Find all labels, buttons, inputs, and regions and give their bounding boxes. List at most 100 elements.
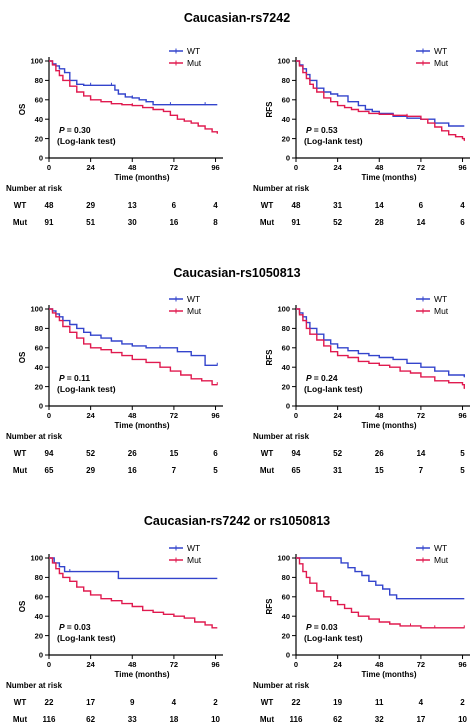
x-tick-label: 96 [211,411,219,420]
wt-survival-curve [49,557,218,580]
risk-value-mut: 31 [333,466,342,475]
y-tick-label: 0 [286,402,290,411]
p-value-label: P = 0.03 [306,622,338,632]
risk-value-mut: 65 [292,466,301,475]
y-tick-label: 20 [282,631,290,640]
number-at-risk-label: Number at risk [253,681,310,690]
y-tick-label: 100 [30,554,43,563]
risk-value-wt: 9 [130,698,135,707]
risk-value-mut: 32 [375,715,384,724]
risk-value-wt: 5 [460,449,465,458]
risk-row-wt-label: WT [261,698,274,707]
km-panel: 0 20 40 60 80 100 0 24 48 72 96 Time (months) RFS WT M… [253,46,470,227]
risk-value-wt: 14 [375,201,384,210]
risk-value-wt: 29 [86,201,95,210]
number-at-risk-label: Number at risk [253,184,310,193]
risk-value-mut: 91 [45,218,54,227]
risk-row-mut-label: Mut [13,218,28,227]
risk-value-mut: 7 [172,466,177,475]
y-tick-label: 100 [277,57,290,66]
wt-survival-curve [49,60,218,106]
y-axis-title: RFS [265,598,274,615]
risk-value-wt: 22 [45,698,54,707]
x-axis-title: Time (months) [362,670,417,679]
y-tick-label: 60 [35,96,43,105]
x-tick-label: 0 [47,411,51,420]
x-tick-label: 96 [458,163,466,172]
y-tick-label: 20 [35,382,43,391]
risk-value-mut: 6 [460,218,465,227]
p-value-label: P = 0.30 [59,125,91,135]
x-tick-label: 72 [170,660,178,669]
risk-value-mut: 14 [416,218,425,227]
x-tick-label: 48 [375,660,383,669]
x-tick-label: 24 [333,163,342,172]
risk-row-wt-label: WT [14,449,27,458]
wt-survival-curve [296,308,465,377]
x-tick-label: 48 [375,163,383,172]
risk-value-wt: 31 [333,201,342,210]
section-title: Caucasian-rs7242 [184,11,290,25]
number-at-risk-label: Number at risk [6,432,63,441]
km-panel: 0 20 40 60 80 100 0 24 48 72 96 Time (months) RFS WT M… [253,294,470,475]
y-tick-label: 100 [277,305,290,314]
y-axis-title: OS [18,600,27,612]
test-name-label: (Log-lank test) [304,384,363,394]
x-axis-title: Time (months) [115,670,170,679]
legend-mut-label: Mut [434,306,449,316]
x-tick-label: 24 [333,660,342,669]
y-tick-label: 40 [35,612,43,621]
y-tick-label: 80 [35,573,43,582]
risk-value-mut: 52 [333,218,342,227]
x-tick-label: 0 [47,660,51,669]
p-value-label: P = 0.24 [306,373,338,383]
number-at-risk-label: Number at risk [6,681,63,690]
y-tick-label: 100 [30,305,43,314]
legend-wt-label: WT [434,46,447,56]
risk-value-wt: 94 [45,449,54,458]
x-tick-label: 96 [458,411,466,420]
x-tick-label: 72 [417,411,425,420]
y-tick-label: 20 [282,382,290,391]
risk-value-mut: 8 [213,218,218,227]
y-tick-label: 80 [35,324,43,333]
p-value-label: P = 0.53 [306,125,338,135]
risk-value-mut: 116 [43,715,56,724]
x-tick-label: 48 [128,660,136,669]
risk-row-mut-label: Mut [260,466,275,475]
x-tick-label: 48 [128,411,136,420]
x-tick-label: 96 [211,163,219,172]
risk-value-wt: 11 [375,698,384,707]
p-value-label: P = 0.11 [59,373,90,383]
legend-wt-label: WT [187,543,200,553]
legend-mut-label: Mut [434,58,449,68]
section-title: Caucasian-rs7242 or rs1050813 [144,514,330,528]
y-tick-label: 40 [35,363,43,372]
legend-mut-label: Mut [434,555,449,565]
y-tick-label: 40 [282,115,290,124]
risk-value-mut: 10 [211,715,220,724]
y-tick-label: 40 [282,612,290,621]
risk-value-wt: 17 [86,698,95,707]
y-axis-title: RFS [265,349,274,366]
y-tick-label: 60 [35,344,43,353]
x-tick-label: 72 [417,163,425,172]
risk-value-wt: 6 [172,201,177,210]
risk-value-wt: 4 [419,698,424,707]
risk-value-mut: 5 [213,466,218,475]
y-tick-label: 60 [35,593,43,602]
risk-value-wt: 48 [292,201,301,210]
x-tick-label: 0 [294,411,298,420]
legend-wt-label: WT [434,294,447,304]
y-axis-title: RFS [265,101,274,118]
risk-value-wt: 48 [45,201,54,210]
y-tick-label: 20 [282,134,290,143]
risk-row-mut-label: Mut [260,715,275,724]
y-tick-label: 40 [282,363,290,372]
y-tick-label: 0 [39,402,43,411]
risk-row-wt-label: WT [14,698,27,707]
legend-mut-label: Mut [187,555,202,565]
